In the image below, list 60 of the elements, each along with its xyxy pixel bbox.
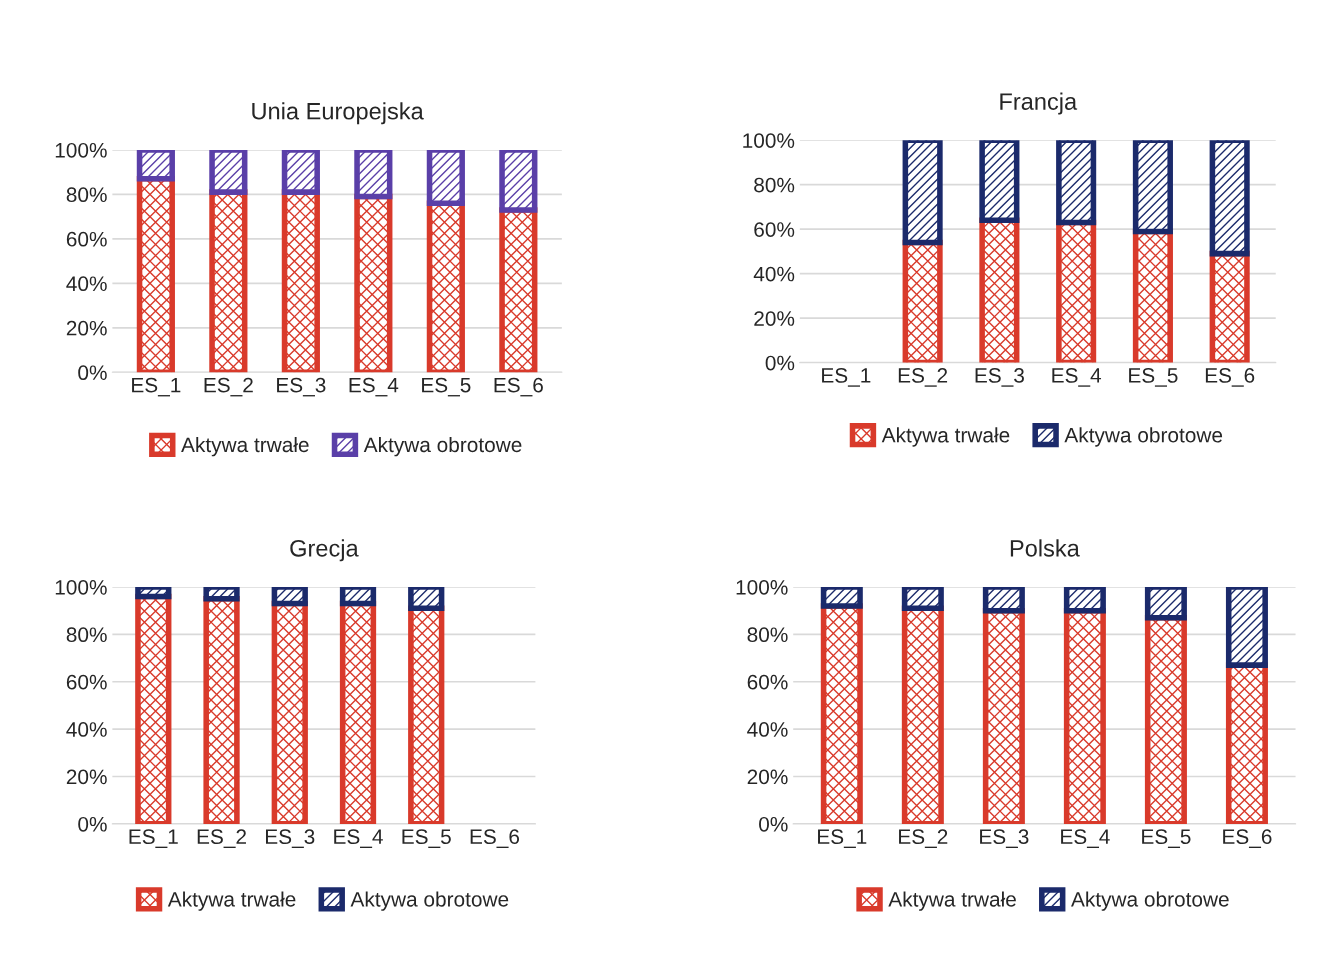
y-tick-label: 100%	[55, 579, 107, 595]
legend-label: Aktywa trwałe	[181, 436, 309, 457]
x-tick-label: ES_1	[818, 829, 867, 848]
x-tick-label: ES_5	[1142, 829, 1191, 848]
y-tick-label: 20%	[754, 311, 795, 326]
legend-label: Aktywa trwałe	[881, 427, 1010, 447]
legend-label: Aktywa obrotowe	[1071, 891, 1229, 911]
x-tick-label: ES_6	[1205, 368, 1255, 387]
x-tick-label: ES_4	[1061, 829, 1110, 848]
y-tick-label: 40%	[66, 722, 107, 737]
x-tick-label: ES_4	[349, 377, 399, 397]
legend-label: Aktywa obrotowe	[350, 891, 509, 911]
chart-title: Unia Europejska	[252, 102, 424, 125]
y-tick-label: 40%	[753, 266, 795, 282]
chart-title: Polska	[1010, 539, 1080, 557]
y-tick-label: 0%	[759, 816, 788, 832]
x-tick-label: ES_1	[822, 368, 871, 387]
x-tick-label: ES_2	[204, 377, 253, 397]
x-tick-label: ES_4	[1052, 368, 1102, 387]
legend-label: Aktywa obrotowe	[363, 436, 522, 457]
y-tick-label: 40%	[66, 276, 107, 292]
x-tick-label: ES_2	[197, 829, 246, 848]
y-tick-label: 20%	[66, 769, 107, 785]
y-tick-label: 0%	[78, 816, 107, 832]
y-tick-label: 80%	[754, 177, 795, 193]
x-tick-label: ES_2	[898, 368, 948, 387]
y-tick-label: 100%	[736, 579, 788, 595]
legend-label: Aktywa trwałe	[888, 891, 1016, 911]
x-tick-label: ES_1	[129, 829, 178, 848]
x-tick-label: ES_6	[470, 829, 520, 848]
y-tick-label: 60%	[754, 222, 795, 237]
y-tick-label: 60%	[66, 231, 107, 247]
x-tick-label: ES_3	[266, 829, 315, 848]
y-tick-label: 60%	[747, 674, 788, 690]
y-tick-label: 80%	[747, 627, 788, 643]
x-tick-label: ES_3	[980, 829, 1029, 848]
legend-label: Aktywa trwałe	[167, 891, 296, 911]
y-tick-label: 80%	[66, 187, 107, 203]
legend-label: Aktywa obrotowe	[1064, 427, 1223, 447]
y-tick-label: 20%	[747, 769, 788, 785]
y-tick-label: 20%	[66, 320, 107, 336]
y-tick-label: 100%	[55, 142, 107, 158]
x-tick-label: ES_6	[494, 377, 543, 397]
x-tick-label: ES_1	[132, 377, 181, 397]
x-tick-label: ES_3	[277, 377, 326, 397]
y-tick-label: 0%	[78, 365, 107, 381]
y-tick-label: 0%	[765, 355, 795, 371]
x-tick-label: ES_5	[1129, 368, 1178, 387]
y-tick-label: 40%	[747, 722, 788, 737]
x-tick-label: ES_2	[899, 829, 948, 848]
x-tick-label: ES_3	[975, 368, 1024, 387]
x-tick-label: ES_4	[334, 829, 383, 848]
y-tick-label: 100%	[743, 133, 795, 148]
y-tick-label: 80%	[66, 627, 107, 643]
x-tick-label: ES_6	[1223, 829, 1272, 848]
x-tick-label: ES_5	[422, 377, 471, 397]
x-tick-label: ES_5	[402, 829, 451, 848]
chart-title: Francja	[1000, 92, 1078, 115]
chart-title: Grecja	[290, 539, 359, 562]
y-tick-label: 60%	[66, 674, 107, 690]
